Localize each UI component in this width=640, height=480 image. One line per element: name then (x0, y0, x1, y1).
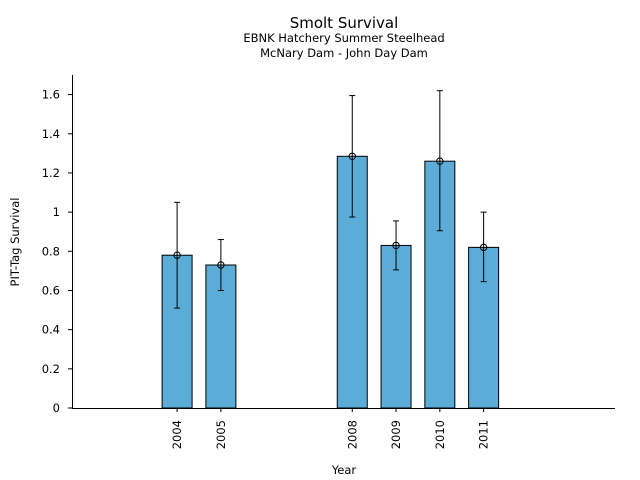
x-tick-label-2009: 2009 (389, 420, 403, 449)
y-axis-label: PIT-Tag Survival (8, 198, 22, 287)
marker-2010 (436, 157, 444, 165)
x-tick-label-2011: 2011 (477, 420, 491, 449)
y-tick-label-2: 0.4 (42, 323, 60, 337)
x-ticks-group: 2004 2005 2008 2009 2010 2011 (170, 408, 491, 449)
y-tick-label-3: 0.6 (42, 283, 60, 297)
y-tick-label-6: 1.2 (42, 166, 60, 180)
y-tick-label-7: 1.4 (42, 127, 60, 141)
chart-subtitle-1: EBNK Hatchery Summer Steelhead (243, 31, 444, 45)
marker-2005 (217, 261, 225, 269)
y-tick-label-8: 1.6 (42, 88, 60, 102)
y-tick-label-1: 0.2 (42, 362, 60, 376)
y-tick-label-4: 0.8 (42, 244, 60, 258)
chart-subtitle-2: McNary Dam - John Day Dam (260, 46, 428, 60)
x-axis-label: Year (331, 463, 357, 477)
bars-group (161, 155, 500, 409)
y-tick-label-0: 0 (53, 401, 60, 415)
y-ticks-group: 0 0.2 0.4 0.6 0.8 1 1.2 1.4 1.6 (42, 88, 72, 415)
x-tick-label-2010: 2010 (433, 420, 447, 449)
bar-2009 (380, 244, 412, 409)
x-tick-label-2005: 2005 (214, 420, 228, 449)
marker-2008 (348, 152, 356, 160)
markers-group (173, 152, 488, 269)
x-tick-label-2008: 2008 (345, 420, 359, 449)
y-tick-label-5: 1 (53, 205, 60, 219)
marker-2011 (479, 243, 488, 252)
x-tick-label-2004: 2004 (170, 420, 184, 449)
marker-2009 (392, 241, 400, 250)
chart-title: Smolt Survival (290, 14, 399, 32)
error-bars-group (174, 90, 487, 309)
marker-2004 (173, 251, 181, 259)
